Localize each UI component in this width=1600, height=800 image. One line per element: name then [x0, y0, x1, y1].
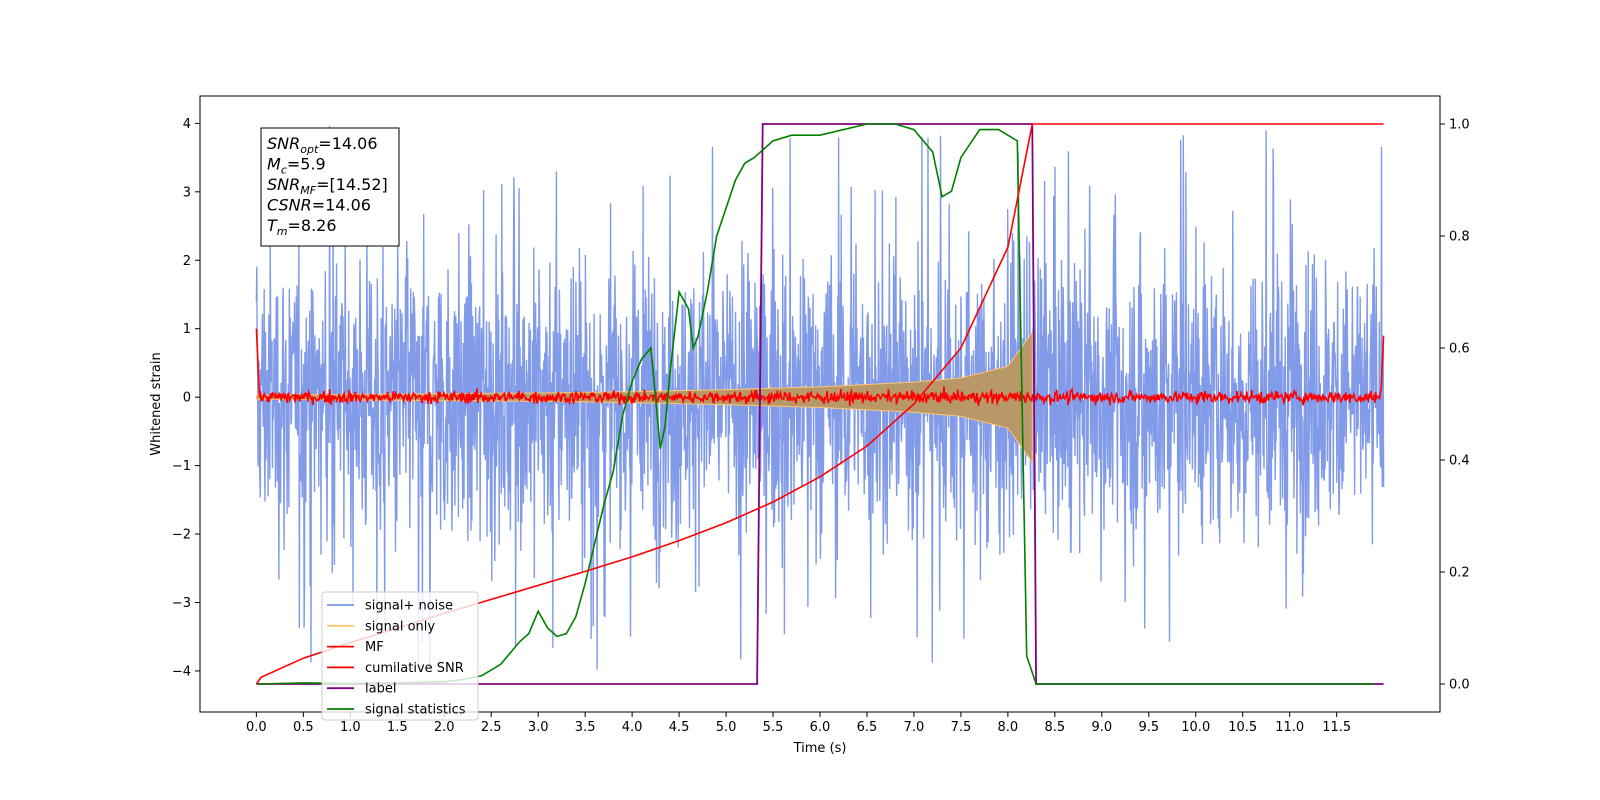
x-tick-label: 10.0	[1181, 720, 1210, 735]
x-tick-label: 4.0	[622, 720, 643, 735]
annotation-value: =8.26	[288, 216, 337, 235]
annotation-subscript: m	[277, 225, 288, 238]
x-tick-label: 7.5	[951, 720, 972, 735]
x-tick-label: 0.0	[246, 720, 267, 735]
x-tick-label: 8.0	[998, 720, 1019, 735]
y-right-tick-label: 1.0	[1449, 118, 1470, 133]
x-tick-label: 9.5	[1138, 720, 1159, 735]
annotation-symbol: SNR	[267, 134, 300, 153]
y-right-tick-label: 0.2	[1449, 566, 1470, 581]
y-right-tick-label: 0.6	[1449, 342, 1470, 357]
y-tick-label: −3	[172, 596, 191, 611]
annotation-subscript: MF	[300, 184, 316, 197]
x-tick-label: 6.0	[810, 720, 831, 735]
x-tick-label: 5.0	[716, 720, 737, 735]
y-tick-label: 2	[183, 254, 191, 269]
annotation-symbol: SNR	[267, 175, 300, 194]
legend-label-label: label	[365, 682, 396, 697]
annotation-value: =14.06	[318, 134, 377, 153]
series-signal-statistics	[256, 123, 1375, 685]
x-tick-label: 2.0	[434, 720, 455, 735]
series-mf	[255, 328, 1385, 407]
annotation-value: =14.06	[312, 196, 371, 215]
y-tick-label: 3	[183, 185, 191, 200]
legend-label-signal-statistics: signal statistics	[365, 703, 466, 718]
x-tick-label: 0.5	[293, 720, 314, 735]
x-tick-label: 7.0	[904, 720, 925, 735]
annotation-line: SNRMF=[14.52]	[267, 175, 388, 197]
annotation-value: =5.9	[287, 155, 326, 174]
annotation-subscript: opt	[300, 143, 319, 156]
legend: signal+ noise signal only MF cumilative SNR…	[321, 591, 479, 721]
annotation-box: SNRopt=14.06Mc=5.9SNRMF=[14.52]CSNR=14.0…	[260, 127, 400, 247]
annotation-subscript: c	[281, 164, 287, 177]
annotation-line: CSNR=14.06	[267, 196, 371, 215]
x-tick-label: 2.5	[481, 720, 502, 735]
y-tick-label: 1	[183, 322, 191, 337]
x-tick-label: 3.0	[528, 720, 549, 735]
annotation-frame	[260, 127, 400, 247]
y-tick-label: 0	[183, 391, 191, 406]
legend-label-mf: MF	[365, 640, 384, 655]
annotation-line: SNRopt=14.06	[267, 134, 378, 156]
y-right-tick-label: 0.4	[1449, 454, 1470, 469]
x-tick-label: 4.5	[669, 720, 690, 735]
x-tick-label: 3.5	[575, 720, 596, 735]
y-tick-label: 4	[183, 117, 191, 132]
y-right-tick-label: 0.0	[1449, 678, 1470, 693]
y-right-tick-label: 0.8	[1449, 230, 1470, 245]
legend-label-signal-noise: signal+ noise	[365, 599, 453, 614]
x-tick-label: 9.0	[1091, 720, 1112, 735]
x-tick-label: 5.5	[763, 720, 784, 735]
y-tick-label: −4	[172, 664, 191, 679]
legend-frame	[321, 591, 479, 721]
legend-label-signal-only: signal only	[365, 619, 435, 634]
legend-label-cumilative-snr: cumilative SNR	[365, 661, 464, 676]
annotation-symbol: CSNR	[267, 196, 312, 215]
x-tick-label: 1.5	[387, 720, 408, 735]
x-tick-label: 6.5	[857, 720, 878, 735]
x-tick-label: 1.0	[340, 720, 361, 735]
y-axis-label: Whitened strain	[149, 352, 164, 455]
annotation-line: Mc=5.9	[267, 155, 326, 177]
y-tick-label: −1	[172, 459, 191, 474]
annotation-value: =[14.52]	[316, 175, 388, 194]
x-tick-label: 11.5	[1322, 720, 1351, 735]
annotation-symbol: M	[267, 155, 281, 174]
x-axis-label: Time (s)	[793, 741, 847, 756]
x-tick-label: 8.5	[1045, 720, 1066, 735]
annotation-symbol: T	[267, 216, 278, 235]
annotation-line: Tm=8.26	[267, 216, 337, 238]
x-tick-label: 10.5	[1228, 720, 1257, 735]
x-tick-label: 11.0	[1275, 720, 1304, 735]
series-signal-plus-noise	[255, 125, 1385, 670]
axes-layer: 0.0 0.5 1.0 1.5 2.0 2.5 3.0 3.5 4.0 4.5 5.0 5.5 6.0 6…	[172, 117, 1470, 735]
y-tick-label: −2	[172, 528, 191, 543]
